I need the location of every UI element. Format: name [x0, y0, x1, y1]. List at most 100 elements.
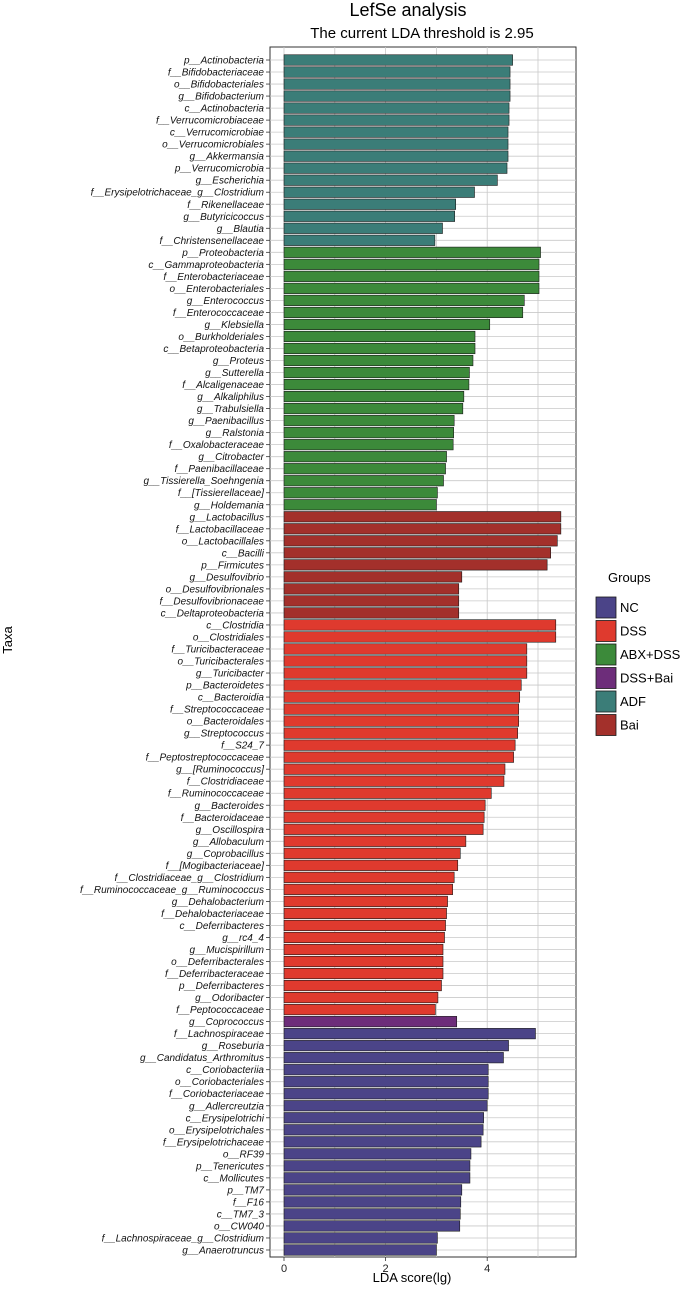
taxon-label: g__Turicibacter: [196, 669, 265, 680]
taxon-label: g__Bifidobacterium: [178, 92, 264, 103]
legend-swatch: [595, 643, 617, 666]
taxon-label: f__S24_7: [221, 741, 264, 752]
bar-g-streptococcus: [283, 727, 518, 739]
bar-o-erysipelotrichales: [283, 1124, 484, 1136]
bar-g-paenibacillus: [283, 415, 455, 427]
bar-g-coprococcus: [283, 1016, 458, 1028]
legend-label: Bai: [620, 718, 639, 733]
bar-f-bifidobacteriaceae: [283, 66, 511, 78]
bar-g-tissierella-soehngenia: [283, 475, 444, 487]
bar-g-enterococcus: [283, 294, 525, 306]
taxon-label: o__Desulfovibrionales: [166, 584, 264, 595]
bar-c-erysipelotrichi: [283, 1112, 484, 1124]
taxon-label: f__Verrucomicrobiaceae: [156, 116, 264, 127]
x-tick-label: 4: [484, 1263, 490, 1275]
taxon-label: p__TM7: [226, 1185, 264, 1196]
bar-f-desulfovibrionaceae: [283, 595, 460, 607]
bar-f-lactobacillaceae: [283, 523, 562, 535]
taxon-label: g__rc4_4: [222, 933, 264, 944]
legend-title: Groups: [608, 570, 651, 585]
bar-g-ruminococcus-: [283, 763, 506, 775]
taxon-label: o__Coriobacteriales: [175, 1077, 264, 1088]
bar-f-erysipelotrichaceae-g-clostridium: [283, 186, 475, 198]
bar-f-enterobacteriaceae: [283, 270, 540, 282]
bar-g-rc4-4: [283, 931, 445, 944]
taxon-label: g__Enterococcus: [187, 296, 264, 307]
legend: Groups NC DSS ABX+DSS DSS+Bai ADF Bai: [595, 570, 681, 736]
bar-f-turicibacteraceae: [283, 643, 528, 655]
bar-f-ruminococcaceae: [283, 787, 492, 799]
taxon-label: f__Lachnospiraceae_g__Clostridium: [102, 1233, 264, 1244]
taxon-label: g__Blautia: [217, 224, 265, 235]
taxon-label: g__Streptococcus: [184, 729, 264, 740]
bar-o-coriobacteriales: [283, 1076, 489, 1088]
taxon-label: f__Enterococcaceae: [173, 308, 265, 319]
taxon-label: g__Escherichia: [196, 176, 265, 187]
bar-p-proteobacteria: [283, 246, 541, 258]
bar-p-verrucomicrobia: [283, 162, 508, 174]
bar-o-verrucomicrobiales: [283, 138, 509, 150]
bar-g-alkaliphilus: [283, 391, 465, 403]
bar-f-peptostreptococcaceae: [283, 751, 514, 763]
taxon-label: o__Deferribacterales: [171, 957, 264, 968]
bar-c-deltaproteobacteria: [283, 607, 460, 619]
bar-f-rikenellaceae: [283, 198, 457, 210]
taxon-label: o__Clostridiales: [193, 632, 264, 643]
taxon-label: f__Rikenellaceae: [187, 200, 264, 211]
taxon-label: f__Streptococcaceae: [170, 705, 264, 716]
bar-p-tenericutes: [283, 1160, 471, 1172]
bar-p-bacteroidetes: [283, 679, 522, 691]
taxon-label: c__Mollicutes: [203, 1173, 264, 1184]
bar-f-oxalobacteraceae: [283, 439, 454, 451]
taxon-label: f__Lachnospiraceae: [174, 1029, 265, 1040]
bar-c-bacilli: [283, 547, 552, 559]
taxon-label: f__Bacteroidaceae: [181, 813, 265, 824]
taxon-label: g__[Ruminococcus]: [176, 765, 264, 776]
taxon-label: f__Dehalobacteriaceae: [161, 909, 264, 920]
x-tick-label: 2: [383, 1263, 389, 1275]
bar-o-bacteroidales: [283, 715, 519, 727]
bar-g-desulfovibrio: [283, 571, 463, 583]
bar-g-bacteroides: [283, 799, 486, 811]
bar-c-tm7-3: [283, 1208, 461, 1220]
taxon-label: f__F16: [233, 1197, 265, 1208]
bar-p-firmicutes: [283, 559, 548, 571]
taxon-label: f__Erysipelotrichaceae_g__Clostridium: [91, 188, 264, 199]
taxon-label: f__Coriobacteriaceae: [169, 1089, 264, 1100]
bar-p-tm7: [283, 1184, 463, 1196]
taxon-label: f__Ruminococcaceae_g__Ruminococcus: [80, 885, 264, 896]
bar-g-mucispirillum: [283, 943, 444, 956]
bar-f-f16: [283, 1196, 462, 1208]
taxon-label: f__Peptostreptococcaceae: [146, 753, 265, 764]
bar-o-clostridiales: [283, 631, 557, 643]
taxon-label: g__Klebsiella: [205, 320, 265, 331]
chart-subtitle: The current LDA threshold is 2.95: [310, 25, 533, 42]
bar-c-bacteroidia: [283, 691, 521, 703]
taxon-label: c__Actinobacteria: [185, 104, 265, 115]
bar-f-peptococcaceae: [283, 1004, 436, 1016]
taxon-label: c__Clostridia: [206, 620, 264, 631]
taxon-label: o__CW040: [214, 1221, 264, 1232]
taxon-label: f__Erysipelotrichaceae: [163, 1137, 265, 1148]
bar-g-candidatus-arthromitus: [283, 1052, 504, 1064]
bar-f-paenibacillaceae: [283, 463, 446, 475]
taxon-label: f__Oxalobacteraceae: [169, 440, 265, 451]
bar-o-deferribacterales: [283, 955, 444, 968]
taxon-label: c__Deferribacteres: [180, 921, 264, 932]
taxon-label: p__Bacteroidetes: [185, 681, 264, 692]
taxon-label: g__Alkaliphilus: [197, 392, 264, 403]
x-axis: 0 2 4: [281, 1257, 490, 1275]
taxon-label: p__Verrucomicrobia: [174, 164, 265, 175]
bar-f-enterococcaceae: [283, 306, 524, 318]
bar-o-lactobacillales: [283, 535, 558, 547]
legend-swatch: [595, 667, 617, 689]
taxon-label: g__Allobaculum: [193, 837, 264, 848]
taxon-label: g__Lactobacillus: [190, 512, 265, 523]
taxon-label: f__Clostridiaceae_g__Clostridium: [114, 873, 264, 884]
legend-swatch: [595, 596, 617, 619]
bar-f-clostridiaceae: [283, 775, 505, 787]
legend-swatch: [595, 714, 617, 736]
bar-p-deferribacteres: [283, 979, 442, 992]
taxon-label: c__Verrucomicrobiae: [170, 128, 265, 139]
taxon-label: g__Citrobacter: [198, 452, 264, 463]
